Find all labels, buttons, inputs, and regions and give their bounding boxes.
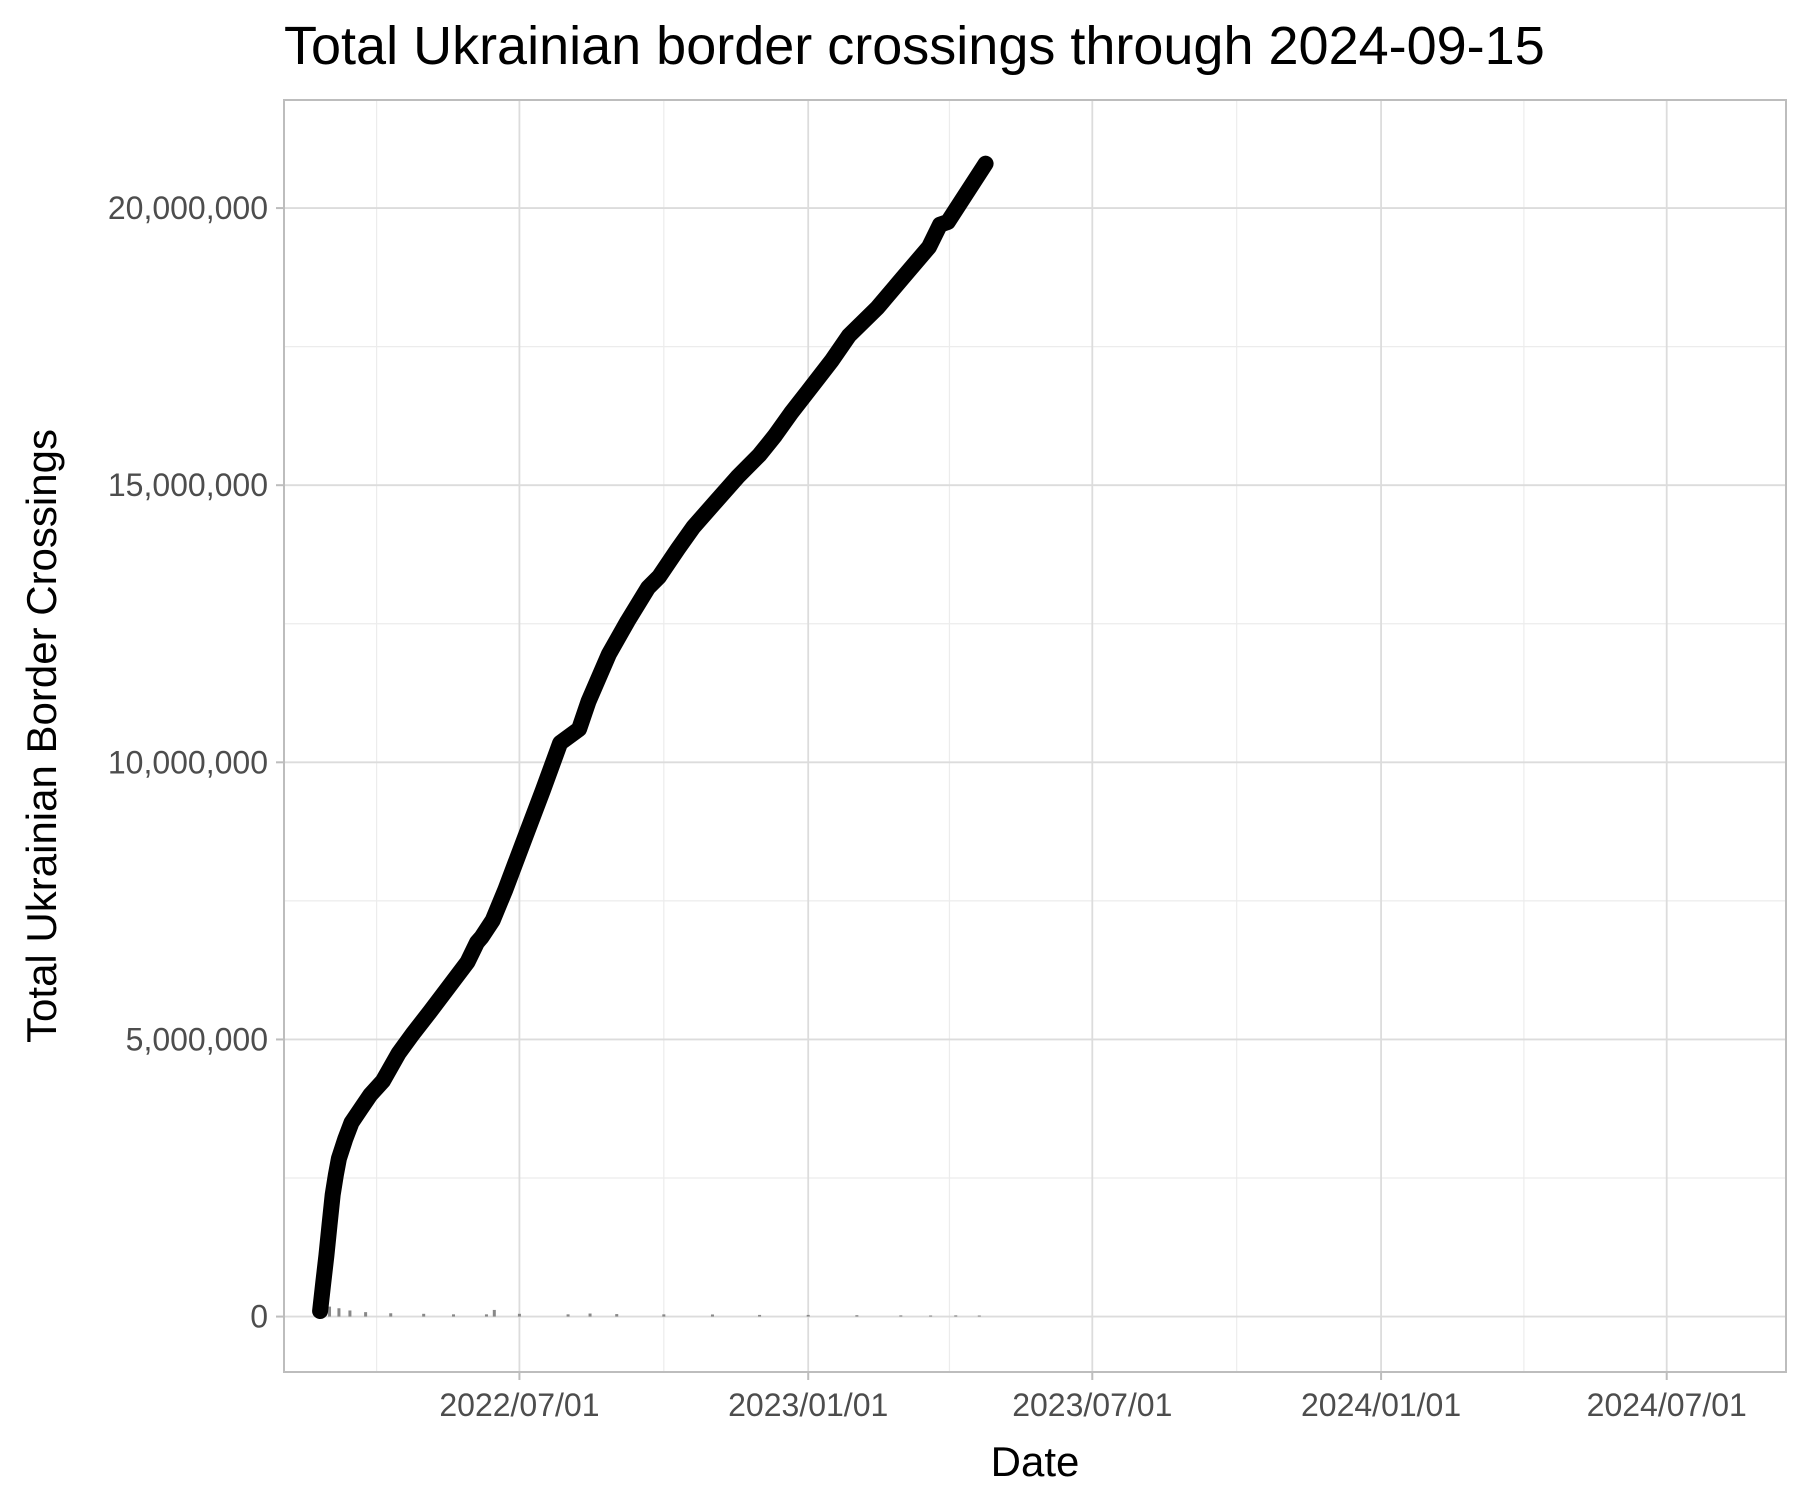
y-tick-label: 10,000,000 [108,744,268,780]
y-tick-label: 20,000,000 [108,190,268,226]
daily-crossings-bar [662,1314,666,1317]
chart-title: Total Ukrainian border crossings through… [284,16,1545,76]
daily-crossings-bar [517,1313,521,1317]
daily-crossings-bar [364,1312,368,1317]
x-tick-label: 2022/07/01 [439,1387,599,1423]
cumulative-crossings-line-layer [312,155,994,1319]
y-tick-label: 5,000,000 [126,1021,268,1057]
daily-crossings-bar [806,1314,810,1317]
daily-crossings-bar [855,1315,859,1317]
x-axis-ticks: 2022/07/01 2023/01/01 2023/07/01 2024/01/01… [439,1372,1747,1423]
daily-crossings-bar [929,1315,933,1317]
y-tick-label: 15,000,000 [108,467,268,503]
y-tick-label: 0 [250,1299,268,1335]
daily-crossings-bars [321,1305,981,1317]
daily-crossings-bar [422,1313,426,1317]
daily-crossings-bar [977,1315,981,1317]
daily-crossings-bar [954,1315,958,1317]
cumulative-crossings-line [312,155,994,1319]
daily-crossings-bar [348,1310,352,1317]
daily-crossings-bar [452,1314,456,1317]
x-axis-title: Date [991,1438,1080,1485]
daily-crossings-bar [337,1308,341,1317]
x-tick-label: 2024/07/01 [1587,1387,1747,1423]
daily-crossings-bar [484,1314,488,1317]
daily-crossings-bar [588,1313,592,1317]
x-tick-label: 2024/01/01 [1301,1387,1461,1423]
daily-crossings-bar [615,1314,619,1317]
y-axis-title: Total Ukrainian Border Crossings [18,429,65,1043]
daily-crossings-bar [566,1314,570,1317]
x-tick-label: 2023/01/01 [728,1387,888,1423]
daily-crossings-bar [389,1313,393,1317]
plot-panel-border [283,99,1787,1373]
daily-crossings-bar [328,1306,332,1317]
daily-crossings-bar [899,1315,903,1317]
minor-gridlines [284,100,1786,1372]
daily-crossings-bar [758,1314,762,1317]
y-axis-ticks: 0 5,000,000 10,000,000 15,000,000 20,000,000 [108,190,284,1335]
daily-crossings-bar [710,1314,714,1317]
x-tick-label: 2023/07/01 [1012,1387,1172,1423]
major-gridlines [284,100,1786,1372]
daily-crossings-bar [492,1309,496,1317]
